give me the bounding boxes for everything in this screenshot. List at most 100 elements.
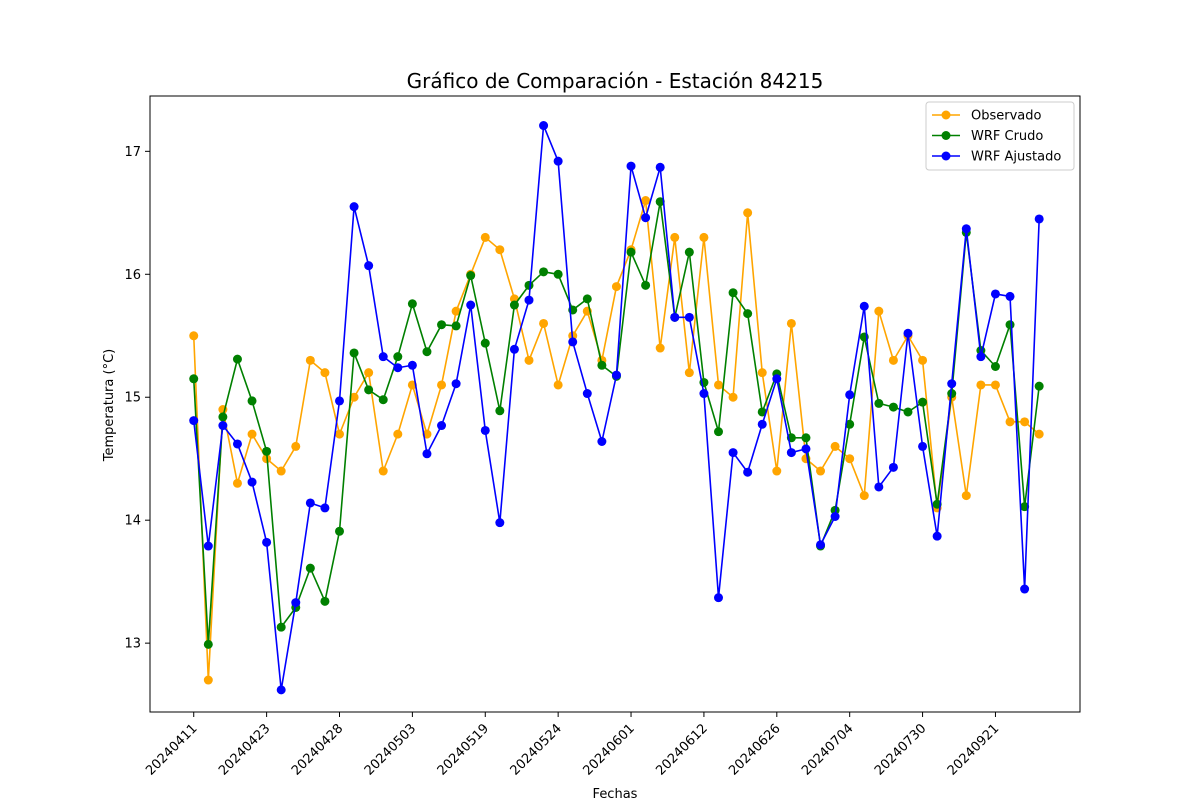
- data-point: [451, 321, 461, 331]
- data-point: [743, 309, 753, 319]
- data-point: [655, 197, 665, 207]
- data-point: [451, 379, 461, 389]
- data-point: [626, 161, 636, 171]
- data-point: [349, 392, 359, 402]
- y-tick-label: 13: [124, 637, 141, 652]
- data-point: [990, 289, 1000, 299]
- data-point: [305, 498, 315, 508]
- data-point: [1020, 584, 1030, 594]
- data-point: [1034, 429, 1044, 439]
- data-point: [349, 202, 359, 212]
- plot-area: [189, 121, 1044, 695]
- data-point: [539, 121, 549, 131]
- data-point: [422, 347, 432, 357]
- data-point: [655, 343, 665, 353]
- data-point: [539, 267, 549, 277]
- data-point: [218, 412, 228, 422]
- data-point: [859, 301, 869, 311]
- data-point: [670, 232, 680, 242]
- data-point: [816, 466, 826, 476]
- data-point: [801, 433, 811, 443]
- data-point: [364, 368, 374, 378]
- data-point: [495, 245, 505, 255]
- data-point: [582, 294, 592, 304]
- data-point: [918, 441, 928, 451]
- data-point: [714, 427, 723, 437]
- data-point: [291, 441, 301, 451]
- data-point: [743, 467, 753, 477]
- data-point: [961, 224, 971, 234]
- data-point: [189, 331, 199, 341]
- data-point: [553, 269, 563, 279]
- data-point: [393, 429, 403, 439]
- data-point: [422, 449, 432, 459]
- data-point: [611, 370, 621, 380]
- legend-label-1: WRF Crudo: [971, 129, 1043, 144]
- data-point: [466, 300, 476, 310]
- data-point: [816, 540, 826, 550]
- data-point: [772, 466, 782, 476]
- data-point: [845, 454, 855, 464]
- data-point: [903, 407, 913, 417]
- data-point: [874, 306, 884, 316]
- data-point: [699, 389, 709, 399]
- data-point: [918, 355, 928, 365]
- data-point: [874, 482, 884, 492]
- data-point: [320, 503, 330, 513]
- data-point: [276, 622, 286, 632]
- data-point: [728, 392, 738, 402]
- data-point: [232, 354, 242, 364]
- data-point: [378, 352, 388, 362]
- data-point: [714, 380, 723, 390]
- data-point: [291, 598, 301, 608]
- data-point: [611, 282, 621, 292]
- data-point: [524, 355, 534, 365]
- data-point: [393, 352, 403, 362]
- data-point: [393, 363, 403, 373]
- data-point: [757, 368, 767, 378]
- legend-marker-2: [941, 151, 951, 161]
- data-point: [670, 312, 680, 322]
- data-point: [305, 355, 315, 365]
- data-point: [378, 466, 388, 476]
- data-point: [568, 337, 578, 347]
- data-point: [684, 312, 694, 322]
- data-point: [276, 685, 286, 695]
- data-point: [466, 271, 476, 281]
- data-point: [1020, 417, 1030, 427]
- data-point: [335, 526, 344, 536]
- data-point: [320, 596, 330, 606]
- data-point: [728, 448, 738, 458]
- data-point: [232, 439, 242, 449]
- data-point: [859, 491, 869, 501]
- data-point: [684, 368, 694, 378]
- y-tick-label: 15: [124, 391, 141, 406]
- data-point: [335, 429, 344, 439]
- data-point: [247, 429, 257, 439]
- y-tick-label: 14: [124, 514, 141, 529]
- data-point: [335, 396, 344, 406]
- data-point: [641, 196, 651, 206]
- data-point: [684, 247, 694, 257]
- data-point: [874, 398, 884, 408]
- data-point: [772, 374, 782, 384]
- data-point: [597, 360, 607, 370]
- data-point: [655, 162, 665, 172]
- legend-marker-1: [941, 131, 951, 140]
- x-axis-label: Fechas: [593, 787, 638, 800]
- plot-frame: [149, 95, 1081, 713]
- data-point: [699, 232, 709, 242]
- y-tick-label: 17: [124, 145, 141, 160]
- data-point: [888, 402, 898, 412]
- data-point: [1034, 214, 1044, 224]
- data-point: [262, 537, 272, 547]
- data-point: [203, 675, 213, 685]
- legend-marker-0: [941, 110, 951, 120]
- data-point: [218, 421, 228, 431]
- data-point: [189, 374, 199, 384]
- data-point: [495, 406, 505, 416]
- data-point: [276, 466, 286, 476]
- data-point: [947, 389, 957, 399]
- data-point: [786, 448, 796, 458]
